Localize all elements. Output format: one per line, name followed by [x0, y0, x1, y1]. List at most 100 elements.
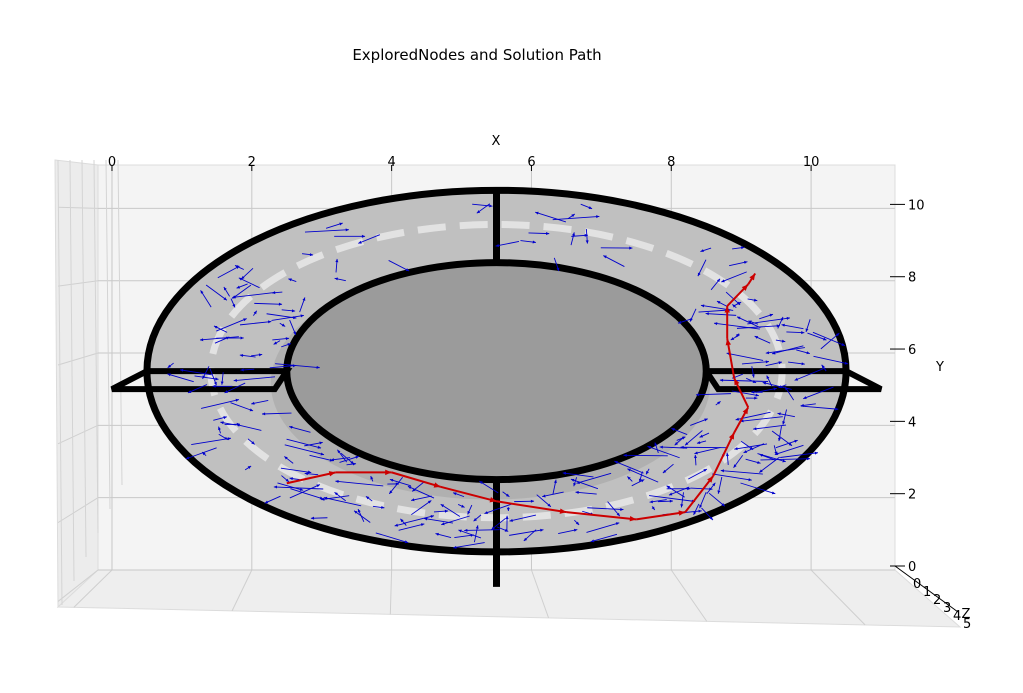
explored-arrowhead — [576, 481, 580, 484]
explored-arrow — [353, 510, 371, 523]
explored-arrowhead — [814, 451, 818, 455]
floor-grid-line — [231, 569, 253, 612]
explored-arrowhead — [640, 479, 645, 483]
explored-arrowhead — [800, 403, 804, 407]
explored-arrowhead — [685, 442, 689, 446]
explored-arrowhead — [629, 246, 633, 250]
explored-arrowhead — [358, 240, 362, 244]
explored-arrow — [304, 229, 349, 233]
explored-arrowhead — [484, 511, 488, 514]
explored-arrowhead — [781, 323, 785, 327]
path-arrowhead — [728, 432, 735, 440]
z-axis-line — [894, 565, 959, 613]
explored-arrowhead — [427, 500, 432, 504]
explored-arrowhead — [614, 460, 618, 464]
explored-arrowhead — [241, 275, 245, 280]
explored-arrowhead — [680, 504, 684, 508]
explored-arrowhead — [475, 525, 479, 529]
explored-arrowhead — [215, 377, 219, 381]
explored-arrow — [623, 454, 668, 457]
explored-arrowhead — [220, 421, 224, 425]
explored-arrowhead — [187, 390, 192, 393]
explored-arrowhead — [334, 277, 339, 281]
explored-arrowhead — [546, 232, 550, 236]
explored-arrowhead — [317, 445, 322, 449]
explored-arrowhead — [553, 479, 557, 484]
explored-arrow — [200, 290, 212, 308]
side-grid-line — [57, 497, 99, 524]
explored-arrow — [736, 316, 761, 329]
explored-arrow — [484, 503, 514, 514]
explored-arrowhead — [212, 384, 216, 388]
side-grid-line — [57, 206, 99, 209]
wall-left — [110, 368, 293, 393]
x-tick-label: 4 — [387, 155, 395, 170]
explored-arrow — [187, 384, 208, 394]
explored-arrowhead — [835, 407, 839, 411]
explored-arrowhead — [299, 487, 304, 491]
explored-arrow — [734, 443, 768, 450]
explored-arrowhead — [712, 482, 716, 487]
explored-arrowhead — [778, 361, 782, 365]
explored-arrow — [725, 291, 741, 306]
explored-arrowhead — [339, 222, 343, 226]
explored-arrowhead — [232, 303, 236, 308]
explored-arrow — [277, 482, 304, 491]
explored-arrow — [586, 522, 620, 533]
explored-arrowhead — [716, 278, 721, 283]
explored-arrowhead — [235, 398, 239, 402]
explored-arrow — [781, 324, 804, 330]
explored-arrow — [755, 387, 777, 393]
explored-arrowhead — [700, 249, 704, 252]
explored-arrowhead — [735, 333, 740, 337]
explored-arrowhead — [584, 233, 588, 237]
path-arrowhead — [629, 516, 637, 522]
explored-arrow — [232, 284, 252, 299]
explored-arrowhead — [773, 387, 777, 391]
explored-arrowhead — [281, 323, 286, 327]
explored-arrow — [323, 497, 362, 507]
explored-arrowhead — [261, 412, 266, 416]
explored-arrowhead — [227, 437, 231, 441]
explored-arrowhead — [573, 482, 577, 487]
explored-arrowhead — [703, 469, 707, 472]
path-segment — [496, 500, 567, 514]
explored-arrowhead — [603, 255, 607, 259]
explored-arrow — [694, 447, 721, 455]
explored-arrow — [705, 313, 737, 316]
explored-arrow — [254, 302, 283, 305]
explored-arrowhead — [335, 479, 339, 484]
explored-arrowhead — [239, 353, 244, 357]
explored-arrowhead — [467, 510, 471, 515]
explored-arrowhead — [223, 286, 227, 291]
explored-arrow — [649, 495, 696, 502]
explored-arrowhead — [806, 351, 810, 355]
z-tick-label: 4 — [953, 609, 961, 624]
explored-arrow — [217, 265, 240, 279]
explored-arrow — [330, 457, 351, 461]
explored-arrowhead — [291, 309, 296, 313]
explored-arrowhead — [570, 478, 575, 482]
explored-arrowhead — [777, 412, 781, 416]
explored-arrow — [216, 318, 247, 332]
explored-arrow — [273, 486, 324, 490]
explored-arrowhead — [199, 338, 204, 342]
explored-arrow — [765, 347, 805, 354]
explored-arrow — [820, 332, 840, 350]
explored-arrow — [289, 484, 321, 499]
explored-arrowhead — [615, 522, 620, 526]
path-arrowhead — [559, 508, 567, 514]
path-segment — [684, 475, 715, 513]
explored-arrowhead — [185, 456, 190, 460]
explored-arrowhead — [473, 517, 477, 522]
explored-arrow — [552, 215, 600, 221]
explored-arrowhead — [695, 393, 700, 397]
explored-arrowhead — [572, 232, 575, 236]
explored-arrowhead — [782, 421, 786, 425]
explored-arrows — [167, 203, 849, 549]
explored-arrow — [726, 352, 764, 361]
explored-arrowhead — [411, 498, 415, 502]
explored-arrowhead — [381, 505, 385, 509]
explored-arrowhead — [330, 458, 335, 462]
side-grid-line — [57, 569, 99, 602]
